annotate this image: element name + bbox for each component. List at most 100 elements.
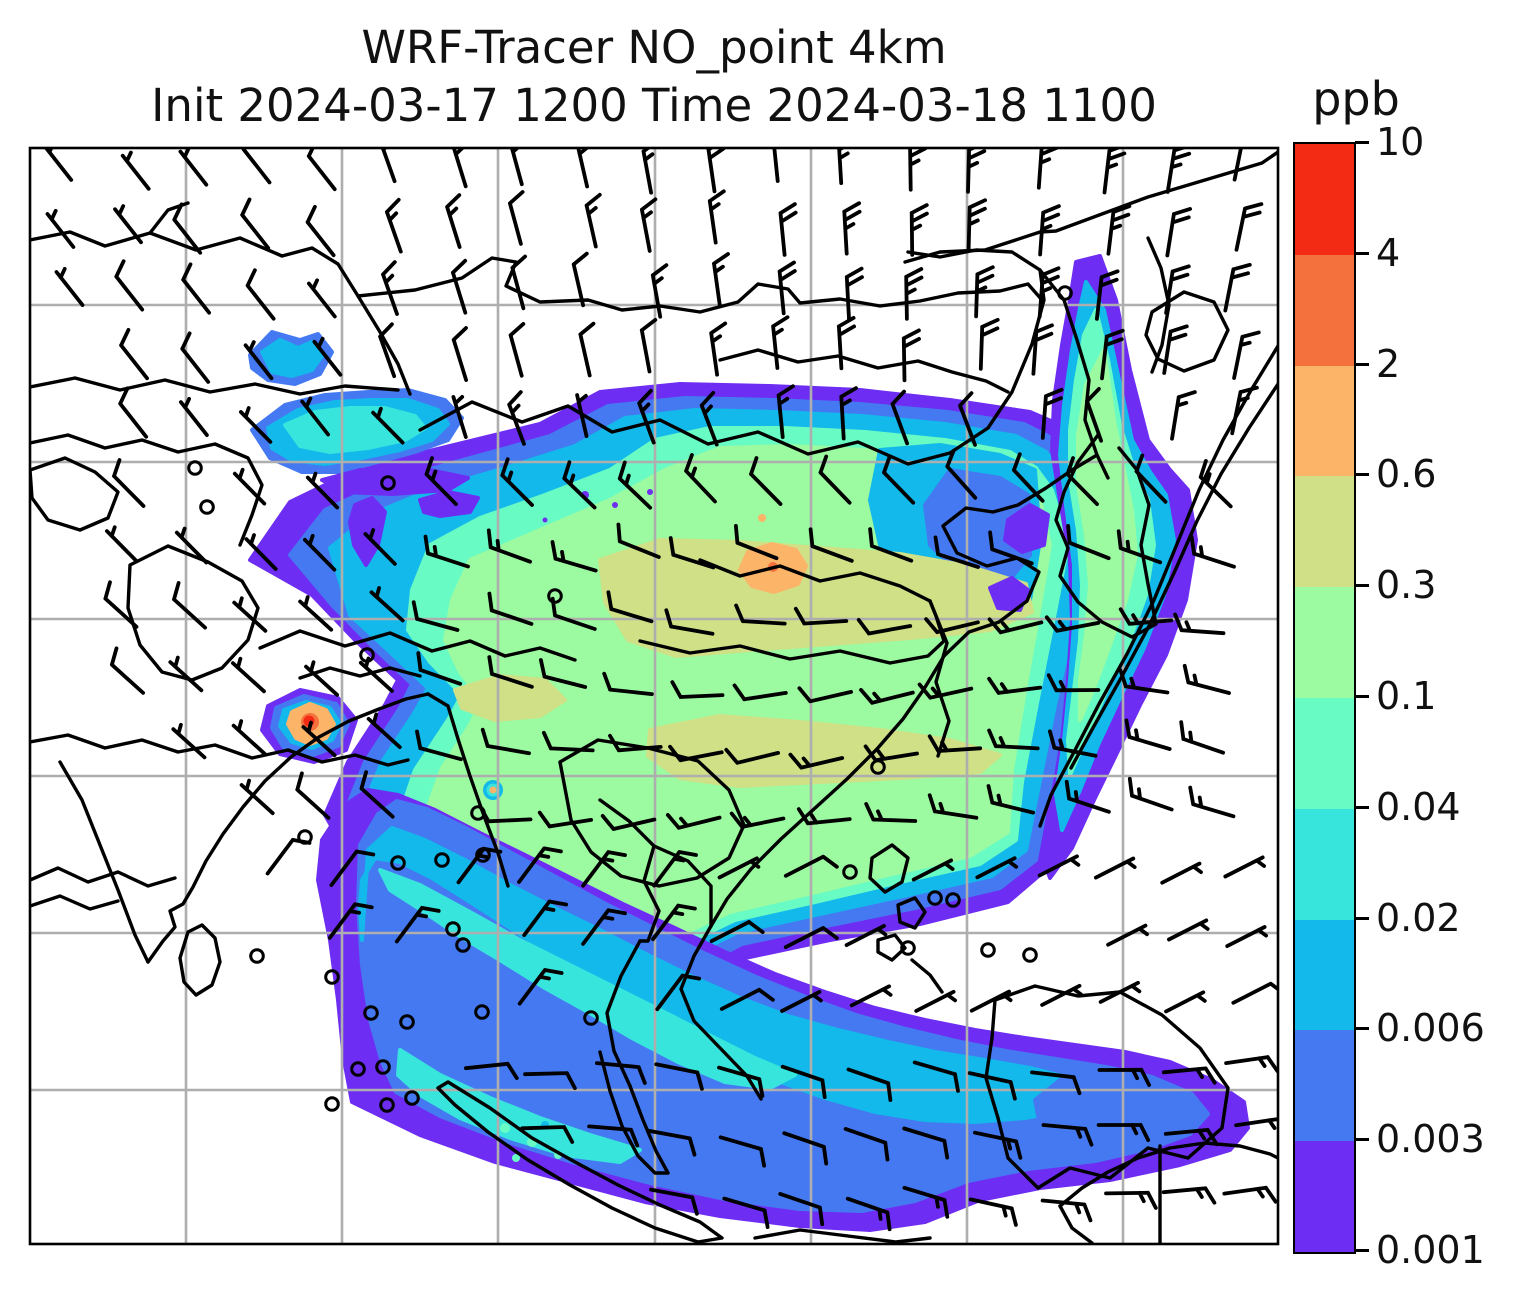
wind-barb (113, 204, 143, 245)
calm-wind-circle (1022, 947, 1038, 963)
wind-barb (103, 580, 139, 629)
wind-barb (112, 458, 146, 508)
coastline-coast-japan-outer (1038, 344, 1278, 828)
wind-barb (371, 406, 405, 445)
wind-barb (868, 527, 914, 563)
wind-barb (43, 148, 74, 182)
calm-wind-circle (350, 1061, 366, 1077)
calm-wind-circle (900, 940, 916, 956)
wind-barb (456, 846, 503, 885)
wind-barb (856, 618, 913, 636)
wind-barb (987, 676, 1043, 695)
wind-barb (171, 722, 207, 760)
tracer-field-polygon (453, 674, 567, 722)
wind-barb (478, 804, 533, 824)
colorbar-band (1295, 808, 1354, 920)
colorbar-tick-label: 10 (1376, 120, 1425, 164)
wind-barb (843, 1127, 890, 1162)
colorbar-tick-label: 0.1 (1376, 674, 1437, 718)
wind-barb (717, 856, 761, 880)
coastline-border-mongolia-south (718, 348, 1010, 394)
wind-barb (523, 1071, 577, 1090)
wind-barb (978, 317, 1000, 371)
coastline-border-west-3 (30, 433, 264, 547)
colorbar-band (1295, 365, 1354, 477)
wind-barb (717, 1065, 765, 1098)
wind-barb (606, 590, 654, 624)
calm-wind-circle (375, 1059, 391, 1075)
wind-barb (1170, 390, 1197, 441)
wind-barb (244, 533, 278, 571)
wind-barb (1167, 918, 1210, 942)
wind-barb (54, 267, 85, 307)
wind-barb (783, 854, 839, 878)
wind-barb (265, 838, 312, 876)
wind-barb (637, 388, 656, 445)
wind-barb (1104, 1190, 1158, 1210)
calm-wind-circle (399, 1014, 415, 1030)
wind-barb (1037, 854, 1081, 878)
wind-barb (424, 456, 458, 506)
wind-barb (1173, 612, 1226, 636)
wind-barb (968, 1197, 1018, 1227)
wind-barb (119, 328, 149, 381)
wind-barb (172, 581, 207, 630)
wind-barb (1223, 855, 1266, 879)
wind-barb (724, 747, 780, 765)
calm-wind-circle (249, 948, 265, 964)
wind-barb (517, 968, 564, 1006)
wind-barb (859, 688, 915, 705)
wind-barb (842, 201, 862, 256)
calm-wind-circle (455, 937, 471, 953)
wind-barb (581, 908, 627, 946)
wind-barb (902, 1126, 950, 1160)
coastline-islands-philippines-3 (876, 933, 907, 962)
wind-barb (1085, 387, 1103, 443)
wind-barb (1041, 1123, 1094, 1147)
wind-barb (1127, 776, 1174, 812)
wind-barb (837, 148, 850, 185)
wind-barb (1116, 529, 1163, 565)
wind-barb (902, 1185, 950, 1219)
tracer-hotspot (647, 489, 653, 495)
wind-barb (652, 850, 698, 888)
wind-barb (114, 259, 145, 312)
wind-barb (1064, 779, 1111, 814)
wind-barb (231, 719, 267, 756)
coastline-loop-west-small (30, 456, 120, 532)
wind-barb (1160, 861, 1203, 885)
calm-wind-circle (842, 864, 858, 880)
wind-barb (646, 1128, 697, 1157)
wind-barb (451, 326, 468, 382)
wind-barb (973, 1130, 1023, 1160)
colorbar-band (1295, 587, 1354, 698)
wind-barb (670, 680, 725, 699)
wind-barb (912, 1060, 960, 1093)
wind-barb (542, 730, 595, 753)
wind-barb (709, 321, 728, 377)
wind-barb (664, 608, 715, 636)
calm-wind-circle (324, 969, 340, 985)
coastline-border-north-long (356, 256, 1044, 314)
wind-barb (1189, 535, 1236, 569)
wind-barb (486, 528, 532, 564)
wind-barb (1031, 323, 1054, 376)
wind-barb (793, 606, 849, 626)
wind-barb (712, 252, 730, 308)
wind-barb (445, 193, 462, 249)
wind-barb (451, 258, 468, 315)
wind-barb (1234, 202, 1264, 252)
colorbar-band (1295, 919, 1354, 1031)
wind-barb (300, 396, 330, 437)
wind-barb (487, 655, 534, 689)
wind-barb (181, 262, 211, 315)
wind-barb (665, 813, 722, 830)
wind-barb (366, 712, 402, 749)
coastline-island-sumatra (436, 1080, 724, 1244)
wind-barb (1223, 262, 1252, 313)
wind-barb (909, 203, 929, 257)
wind-barb (1040, 983, 1083, 1007)
figure-title-line2: Init 2024-03-17 1200 Time 2024-03-18 110… (151, 79, 1157, 132)
coastline-coast-india-west (58, 760, 150, 964)
